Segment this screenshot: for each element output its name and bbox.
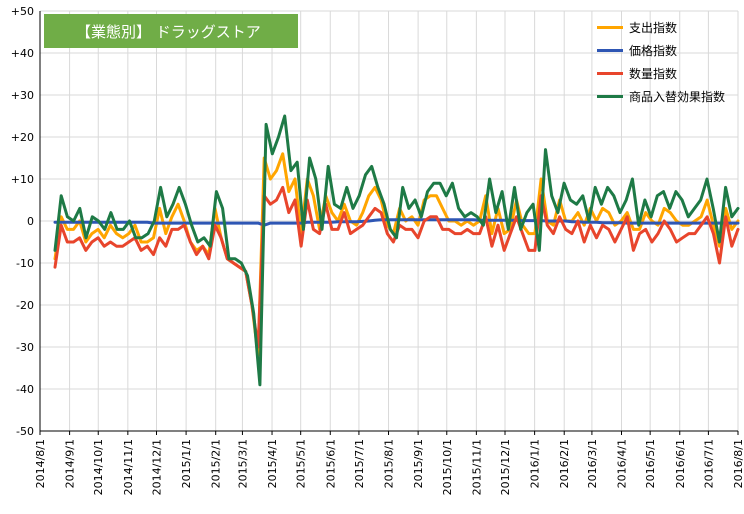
x-tick-label: 2016/4/1	[616, 439, 629, 488]
x-tick-label: 2014/12/1	[150, 439, 163, 495]
x-tick-label: 2016/5/1	[644, 439, 657, 488]
x-tick-label: 2016/6/1	[674, 439, 687, 488]
legend-item: 数量指数	[597, 62, 737, 85]
y-tick-label: +20	[11, 131, 34, 144]
y-tick-label: +50	[11, 5, 34, 18]
x-tick-label: 2015/2/1	[210, 439, 223, 488]
y-tick-label: -50	[16, 425, 34, 438]
legend-label: 商品入替効果指数	[629, 90, 726, 104]
y-tick-label: -30	[16, 341, 34, 354]
x-tick-label: 2014/10/1	[92, 439, 105, 495]
y-tick-label: 0	[27, 215, 34, 228]
y-tick-label: +30	[11, 89, 34, 102]
legend-swatch-replacement	[597, 95, 623, 98]
legend-label: 価格指数	[629, 44, 678, 58]
x-tick-label: 2015/9/1	[412, 439, 425, 488]
y-axis-ticks: +50 +40 +30 +20 +10 0 -10 -20 -30 -40 -50	[11, 5, 41, 438]
legend-swatch-quantity	[597, 72, 623, 75]
x-tick-label: 2015/3/1	[236, 439, 249, 488]
legend-item: 商品入替効果指数	[597, 85, 737, 108]
y-tick-label: -10	[16, 257, 34, 270]
series-lines	[53, 114, 740, 387]
x-tick-label: 2015/7/1	[353, 439, 366, 488]
x-tick-label: 2014/9/1	[64, 439, 77, 488]
legend-item: 支出指数	[597, 16, 737, 39]
legend-swatch-spending	[597, 26, 623, 29]
series-line-3	[53, 114, 740, 387]
y-tick-label: -40	[16, 383, 34, 396]
series-line-0	[53, 152, 740, 357]
legend-item: 価格指数	[597, 39, 737, 62]
x-tick-label: 2016/8/1	[732, 439, 744, 488]
legend-label: 支出指数	[629, 21, 678, 35]
x-tick-label: 2015/10/1	[441, 439, 454, 495]
x-tick-label: 2015/12/1	[499, 439, 512, 495]
x-tick-label: 2015/11/1	[470, 439, 483, 495]
y-tick-label: +40	[11, 47, 34, 60]
x-tick-label: 2015/1/1	[180, 439, 193, 488]
x-tick-label: 2016/7/1	[702, 439, 715, 488]
x-tick-label: 2016/1/1	[529, 439, 542, 488]
y-tick-label: +10	[11, 173, 34, 186]
x-axis-ticks: 2014/8/1 2014/9/1 2014/10/1 2014/11/1 2014/1…	[34, 430, 744, 495]
x-tick-label: 2015/4/1	[266, 439, 279, 488]
y-tick-label: -20	[16, 299, 34, 312]
x-tick-label: 2014/8/1	[34, 439, 47, 488]
legend-label: 数量指数	[629, 67, 678, 81]
x-tick-label: 2016/2/1	[558, 439, 571, 488]
chart-title: 【業態別】 ドラッグストア	[44, 14, 298, 48]
x-tick-label: 2015/8/1	[383, 439, 396, 488]
legend-swatch-price	[597, 49, 623, 52]
x-tick-label: 2014/11/1	[122, 439, 135, 495]
x-tick-label: 2016/3/1	[586, 439, 599, 488]
x-tick-label: 2015/6/1	[324, 439, 337, 488]
legend: 支出指数 価格指数 数量指数 商品入替効果指数	[597, 16, 737, 108]
x-tick-label: 2015/5/1	[295, 439, 308, 488]
